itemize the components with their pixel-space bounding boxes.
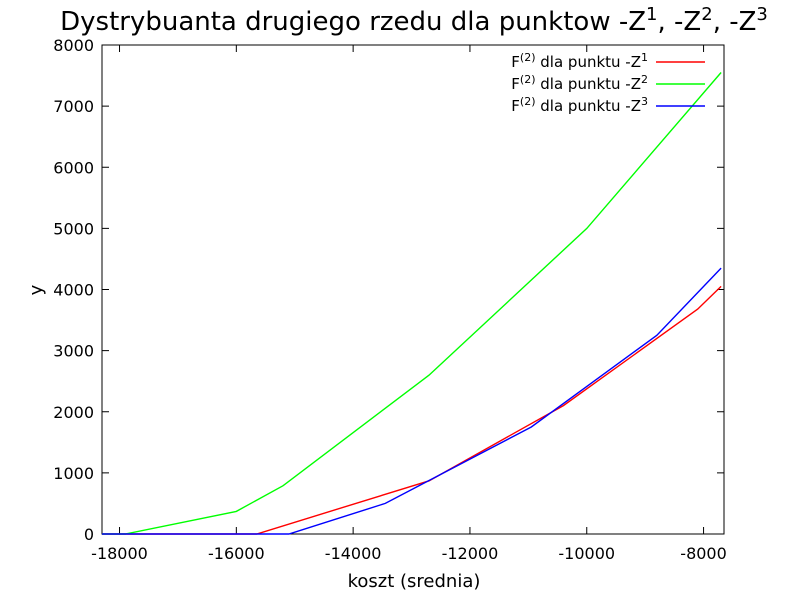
x-tick-label: -10000 [558, 544, 615, 563]
x-tick-label: -18000 [91, 544, 148, 563]
y-tick-label: 6000 [53, 158, 94, 177]
series-layer [102, 72, 722, 535]
legend: F(2) dla punktu -Z1F(2) dla punktu -Z2F(… [511, 51, 705, 116]
axis-ticks: -18000 -16000 -14000 -12000 -10000 -8000 0 1000… [53, 36, 727, 563]
legend-label-1: F(2) dla punktu -Z1 [511, 51, 648, 72]
x-tick-label: -8000 [680, 544, 727, 563]
x-axis-label: koszt (srednia) [348, 571, 481, 592]
series-line-3 [102, 267, 722, 535]
y-tick-label: 2000 [53, 403, 94, 422]
y-axis-label: y [26, 284, 47, 295]
y-tick-label: 1000 [53, 464, 94, 483]
plot-frame [101, 44, 725, 535]
x-tick-label: -14000 [325, 544, 382, 563]
y-tick-label: 7000 [53, 97, 94, 116]
chart-title: Dystrybuanta drugiego rzedu dla punktow … [60, 4, 768, 38]
y-tick-label: 5000 [53, 219, 94, 238]
y-tick-label: 3000 [53, 342, 94, 361]
x-tick-label: -12000 [442, 544, 499, 563]
y-tick-label: 4000 [53, 281, 94, 300]
legend-label-2: F(2) dla punktu -Z2 [511, 73, 648, 94]
plot-area [101, 44, 725, 535]
legend-label-3: F(2) dla punktu -Z3 [511, 95, 648, 116]
y-tick-label: 8000 [53, 36, 94, 55]
series-line-2 [102, 72, 722, 535]
x-tick-label: -16000 [208, 544, 265, 563]
y-tick-label: 0 [84, 525, 94, 544]
series-line-1 [102, 285, 722, 535]
